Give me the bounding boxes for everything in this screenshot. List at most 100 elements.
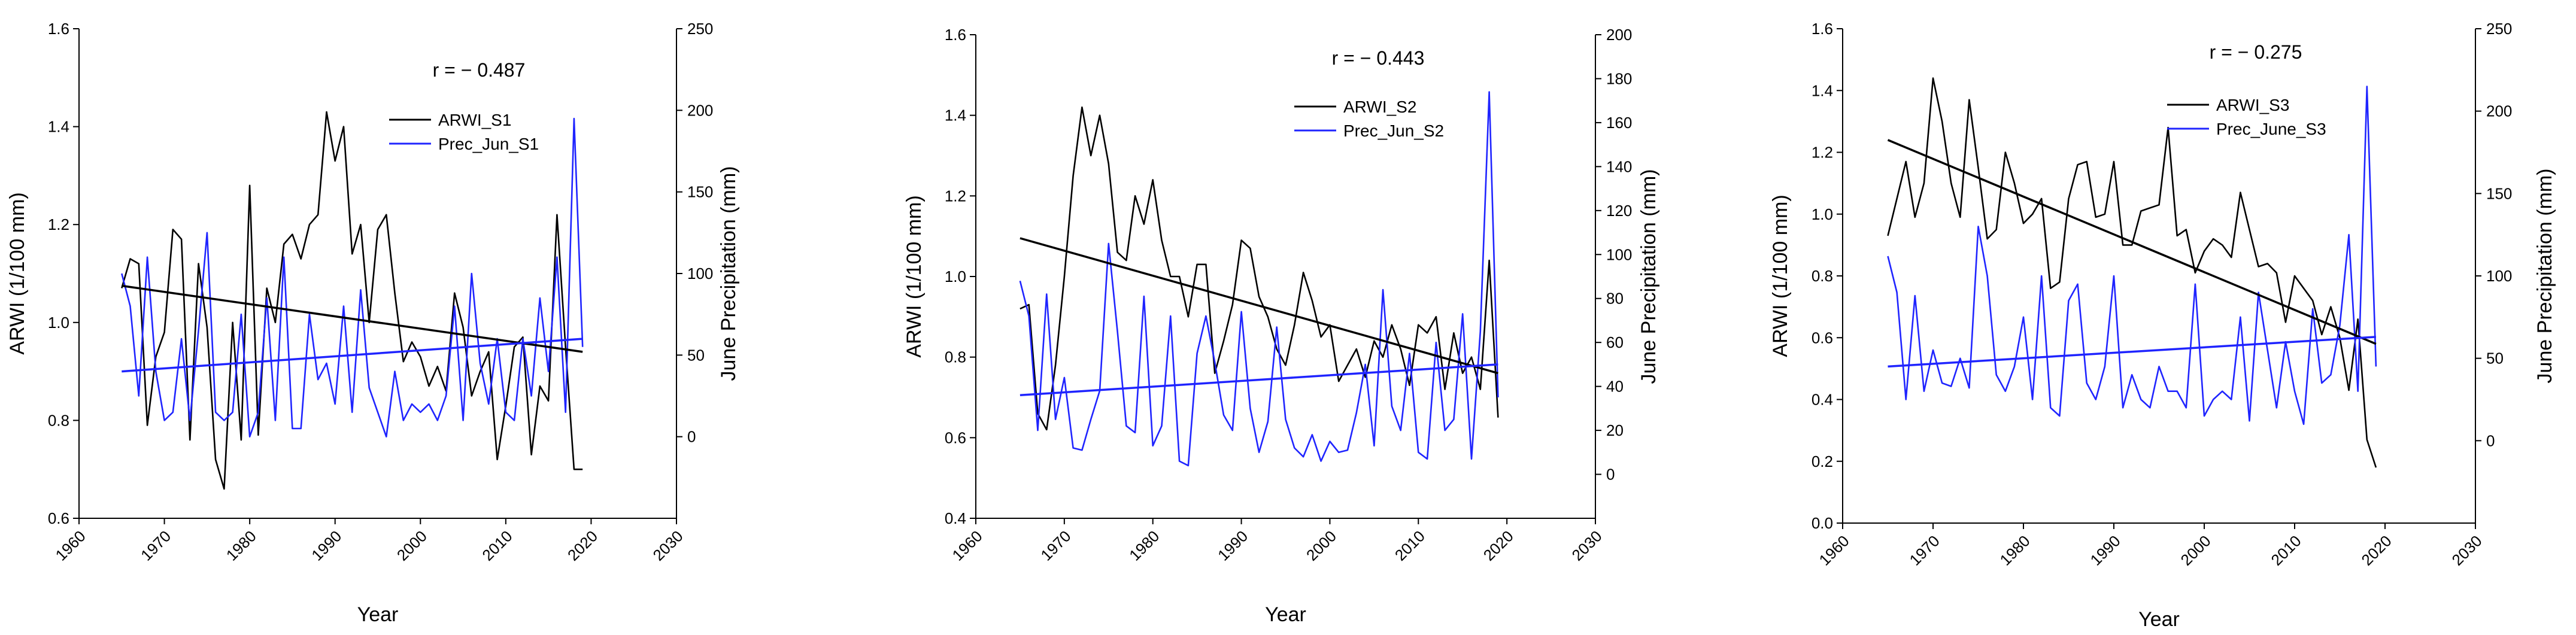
series-line-arwi-s1 [121, 111, 583, 490]
y-tick-label: 1.0 [1812, 205, 1833, 223]
series-line-trend-prec-jun-s2 [1020, 363, 1498, 397]
x-tick-label: 1960 [1816, 532, 1853, 569]
x-axis-label: Year [2138, 608, 2180, 631]
y2-tick-label: 250 [2486, 20, 2512, 38]
y-tick-label: 1.0 [48, 314, 69, 332]
y-tick-label: 1.4 [48, 118, 69, 136]
y-tick-label: 0.2 [1812, 452, 1833, 470]
y-tick-label: 1.4 [1812, 81, 1833, 99]
x-tick-label: 2020 [1480, 527, 1517, 564]
series-line-trend-prec-june-s3 [1888, 336, 2377, 368]
legend-entry: ARWI_S1 [438, 111, 511, 129]
series-line-trend-arwi-s3 [1887, 139, 2377, 345]
x-tick-label: 2010 [1391, 527, 1428, 564]
correlation-annotation: r = − 0.275 [2210, 41, 2302, 63]
legend: ARWI_S1 Prec_Jun_S1 [389, 111, 539, 153]
y2-axis-label: June Precipitation (mm) [1637, 169, 1660, 384]
y2-tick-label: 50 [687, 346, 705, 364]
chart-panel-3: 1960 1970 1980 1990 2000 2010 2020 20300.00.20.… [1769, 20, 2556, 631]
y2-tick-label: 0 [2486, 432, 2495, 449]
legend-entry: Prec_Jun_S1 [438, 135, 539, 153]
y-tick-label: 1.4 [945, 107, 966, 124]
y-tick-label: 0.6 [945, 429, 966, 446]
y-tick-label: 1.2 [48, 215, 69, 233]
x-axis-label: Year [1265, 603, 1306, 626]
y2-tick-label: 250 [687, 20, 713, 38]
legend-entry: ARWI_S2 [1343, 98, 1416, 116]
y2-tick-label: 100 [1606, 245, 1632, 263]
y-axis-label: ARWI (1/100 mm) [1769, 195, 1792, 357]
legend-entry: Prec_Jun_S2 [1343, 121, 1444, 140]
legend-entry: ARWI_S3 [2216, 96, 2289, 114]
x-tick-label: 1960 [949, 527, 986, 564]
series-line-trend-arwi-s2 [1020, 237, 1498, 375]
y-tick-label: 0.6 [48, 509, 69, 527]
x-tick-label: 1980 [1125, 527, 1163, 564]
series-line-prec-jun-s2 [1019, 91, 1499, 467]
x-tick-label: 1980 [223, 527, 260, 564]
x-tick-label: 2000 [393, 527, 430, 564]
x-tick-label: 2000 [1303, 527, 1340, 564]
correlation-annotation: r = − 0.443 [1332, 47, 1425, 69]
x-tick-label: 2030 [1568, 527, 1606, 564]
y-tick-label: 0.8 [1812, 267, 1833, 285]
y2-tick-label: 80 [1606, 290, 1624, 308]
y2-tick-label: 150 [2486, 184, 2512, 202]
x-tick-label: 2030 [650, 527, 687, 564]
y2-tick-label: 200 [2486, 102, 2512, 120]
x-tick-label: 1990 [308, 527, 345, 564]
x-tick-label: 2010 [2268, 532, 2305, 569]
x-tick-label: 1990 [1214, 527, 1251, 564]
series-line-prec-june-s3 [1887, 86, 2377, 426]
y2-tick-label: 200 [687, 101, 713, 119]
y-tick-label: 0.4 [1812, 391, 1833, 409]
y-tick-label: 1.6 [945, 26, 966, 44]
x-tick-label: 1970 [1906, 532, 1943, 569]
y-tick-label: 0.4 [945, 509, 966, 527]
y-tick-label: 1.2 [1812, 144, 1833, 162]
chart-panel-2: 1960 1970 1980 1990 2000 2010 2020 20300.40.60.… [903, 26, 1660, 626]
y2-tick-label: 160 [1606, 114, 1632, 132]
correlation-annotation: r = − 0.487 [433, 59, 526, 81]
x-tick-label: 1980 [1997, 532, 2034, 569]
y2-tick-label: 140 [1606, 157, 1632, 175]
x-axis-label: Year [357, 603, 399, 626]
x-tick-label: 2000 [2177, 532, 2214, 569]
x-tick-label: 2020 [2358, 532, 2395, 569]
x-tick-label: 1960 [52, 527, 89, 564]
y2-tick-label: 50 [2486, 350, 2504, 367]
series-line-prec-jun-s1 [121, 117, 584, 438]
y2-tick-label: 0 [1606, 466, 1615, 484]
y-tick-label: 1.2 [945, 187, 966, 205]
y2-tick-label: 100 [2486, 267, 2512, 285]
y-axis-label: ARWI (1/100 mm) [903, 195, 926, 357]
x-tick-label: 2020 [564, 527, 601, 564]
y2-tick-label: 150 [687, 183, 713, 201]
y-tick-label: 0.8 [48, 411, 69, 429]
y2-axis-label: June Precipitation (mm) [2533, 168, 2556, 383]
series-line-trend-prec-jun-s1 [122, 338, 583, 373]
chart-panel-1: 1960 1970 1980 1990 2000 2010 2020 20300.60.81.… [6, 20, 740, 626]
series-line-arwi-s3 [1887, 77, 2377, 468]
y2-tick-label: 0 [687, 428, 696, 446]
y2-tick-label: 200 [1606, 26, 1632, 44]
y2-tick-label: 60 [1606, 333, 1624, 351]
x-tick-label: 1990 [2087, 532, 2124, 569]
legend-entry: Prec_June_S3 [2216, 120, 2326, 138]
x-tick-label: 2010 [478, 527, 515, 564]
x-tick-label: 1970 [1037, 527, 1074, 564]
y2-axis-label: June Precipitation (mm) [717, 166, 740, 381]
y2-tick-label: 180 [1606, 69, 1632, 87]
legend: ARWI_S2 Prec_Jun_S2 [1294, 98, 1444, 140]
y-axis-label: ARWI (1/100 mm) [6, 192, 29, 354]
y2-tick-label: 100 [687, 265, 713, 282]
y-tick-label: 0.6 [1812, 329, 1833, 347]
y-tick-label: 0.8 [945, 348, 966, 366]
x-tick-label: 2030 [2448, 532, 2486, 569]
legend: ARWI_S3 Prec_June_S3 [2167, 96, 2326, 138]
series-line-arwi-s2 [1020, 106, 1499, 431]
series-line-trend-arwi-s1 [122, 284, 583, 353]
x-tick-label: 1970 [137, 527, 174, 564]
y2-tick-label: 120 [1606, 202, 1632, 220]
